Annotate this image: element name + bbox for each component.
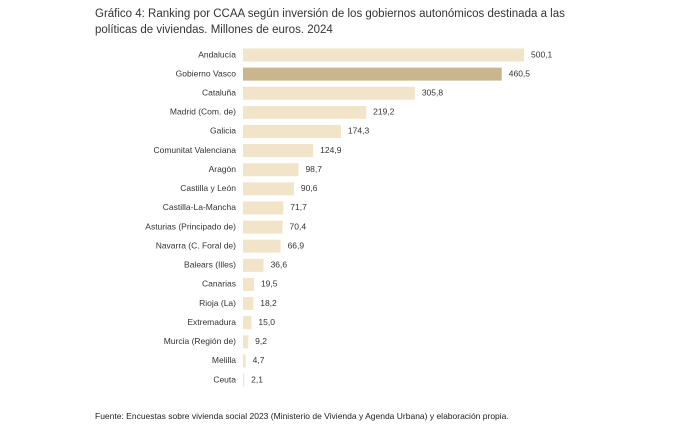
value-label: 4,7 [253, 355, 265, 365]
bar [243, 48, 524, 62]
category-label: Comunitat Valenciana [153, 145, 236, 155]
bar [243, 124, 341, 138]
bar [243, 144, 314, 158]
value-label: 124,9 [320, 145, 342, 155]
value-label: 98,7 [305, 164, 322, 174]
category-label: Andalucía [198, 49, 236, 59]
value-label: 71,7 [290, 202, 307, 212]
category-label: Balears (Illes) [184, 260, 236, 270]
category-label: Melilla [212, 355, 236, 365]
bar [243, 105, 367, 119]
category-label: Castilla-La-Mancha [163, 202, 236, 212]
bar [243, 297, 254, 311]
bar [243, 354, 246, 368]
category-label: Cataluña [202, 87, 236, 97]
chart-title: Gráfico 4: Ranking por CCAA según invers… [95, 8, 565, 36]
category-label: Galicia [210, 126, 236, 136]
value-label: 18,2 [260, 298, 277, 308]
value-label: 2,1 [251, 374, 263, 384]
bar [243, 86, 415, 100]
category-label: Murcia (Región de) [164, 336, 236, 346]
value-label: 36,6 [271, 260, 288, 270]
value-label: 219,2 [373, 107, 395, 117]
bar [243, 277, 254, 291]
category-label: Castilla y León [180, 183, 236, 193]
bar [243, 373, 245, 387]
value-label: 66,9 [288, 240, 305, 250]
value-label: 90,6 [301, 183, 318, 193]
bar [243, 316, 252, 330]
value-label: 70,4 [290, 221, 307, 231]
value-label: 15,0 [258, 317, 275, 327]
bar [243, 182, 294, 196]
bar [243, 201, 284, 215]
category-label: Rioja (La) [199, 298, 236, 308]
value-label: 19,5 [261, 279, 278, 289]
category-label: Asturias (Principado de) [145, 221, 236, 231]
category-label: Gobierno Vasco [176, 68, 237, 78]
bar [243, 239, 281, 253]
value-label: 460,5 [509, 68, 531, 78]
bar [243, 220, 283, 234]
category-label: Ceuta [213, 374, 236, 384]
bar [243, 258, 264, 272]
category-label: Navarra (C. Foral de) [156, 240, 236, 250]
value-label: 305,8 [422, 87, 444, 97]
category-label: Canarias [202, 279, 236, 289]
bar [243, 163, 299, 177]
value-label: 500,1 [531, 49, 553, 59]
source-note: Fuente: Encuestas sobre vivienda social … [95, 411, 509, 421]
category-label: Aragón [209, 164, 237, 174]
category-label: Madrid (Com. de) [170, 107, 236, 117]
value-label: 9,2 [255, 336, 267, 346]
category-label: Extremadura [187, 317, 236, 327]
value-label: 174,3 [348, 126, 370, 136]
bar [243, 335, 249, 349]
bar [243, 67, 502, 81]
